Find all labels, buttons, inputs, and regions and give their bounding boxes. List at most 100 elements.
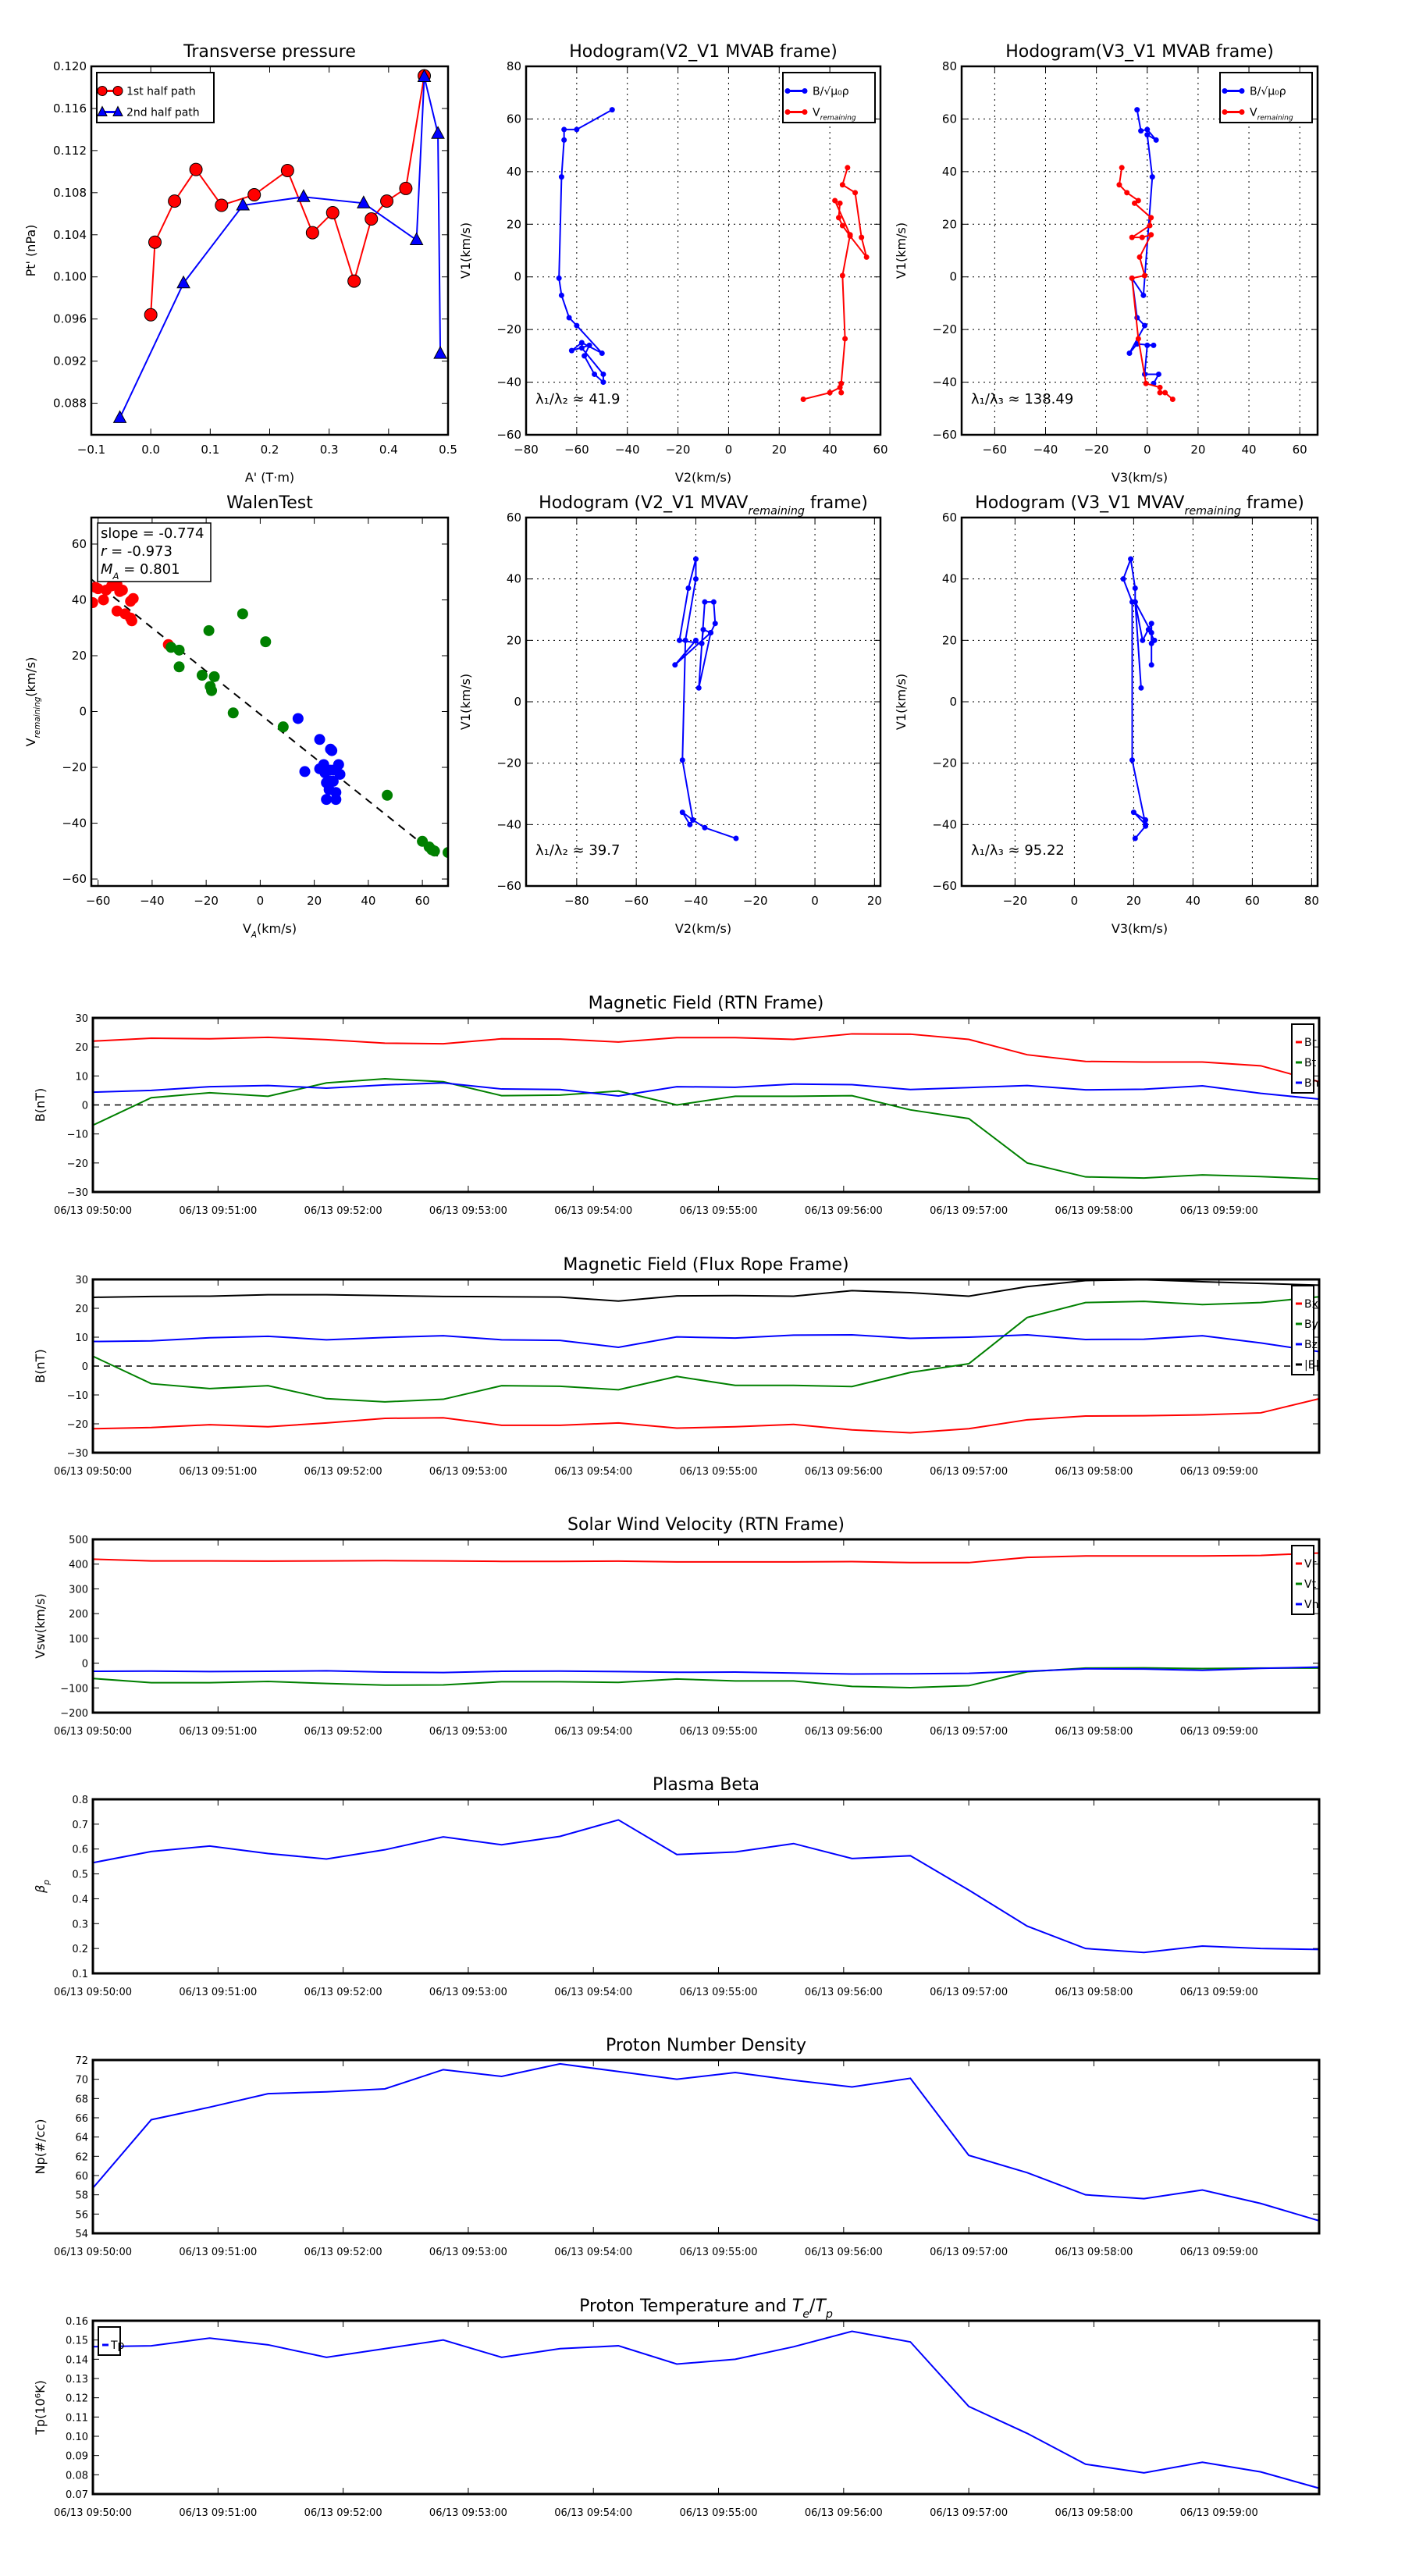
legend: Tp xyxy=(98,2326,125,2356)
data-point xyxy=(1169,396,1176,402)
data-point xyxy=(334,768,346,780)
series-line xyxy=(93,1296,1319,1403)
data-point xyxy=(1130,809,1136,816)
plot-area xyxy=(91,578,448,860)
x-tick-label: 06/13 09:55:00 xyxy=(680,1987,758,1998)
stats-line-part: M xyxy=(101,561,113,578)
x-tick-label: 06/13 09:58:00 xyxy=(1055,1205,1133,1217)
y-tick-label: 0.3 xyxy=(72,1919,88,1930)
y-tick-label: 0.120 xyxy=(53,59,87,73)
axes-frame xyxy=(91,2058,1321,2235)
data-point xyxy=(431,126,445,139)
data-point xyxy=(1128,556,1134,562)
series-line xyxy=(93,1078,1319,1180)
chart-plasma-beta: Plasma Beta 06/13 09:50:00 06/13 09:51:00 0… xyxy=(33,1775,1321,1998)
y-tick-label: 300 xyxy=(69,1584,88,1596)
y-tick-label: −60 xyxy=(932,428,957,442)
x-axis-label: V2(km/s) xyxy=(675,470,731,485)
legend-label-part: remaining xyxy=(820,115,856,123)
data-point xyxy=(837,384,843,390)
data-point xyxy=(1144,342,1151,348)
chart-proton-density: Proton Number Density 06/13 09:50:00 06/13… xyxy=(33,2036,1321,2258)
plot-area xyxy=(93,2330,1319,2489)
stats-line: MA = 0.801 xyxy=(101,561,180,582)
data-point xyxy=(1148,232,1154,238)
y-tick-label: 0.5 xyxy=(72,1870,88,1881)
x-tick-label: −60 xyxy=(86,894,111,908)
x-tick-label: 20 xyxy=(1126,894,1141,908)
y-axis-label: V1(km/s) xyxy=(894,222,909,279)
x-tick-label: 06/13 09:51:00 xyxy=(179,2507,257,2519)
chart-title-part: frame) xyxy=(1241,493,1304,513)
chart-title: Proton Number Density xyxy=(606,2036,806,2055)
data-point xyxy=(1138,685,1144,691)
data-point xyxy=(700,627,706,633)
chart-title: WalenTest xyxy=(226,493,313,513)
legend-label: Vr xyxy=(1304,1558,1317,1571)
data-point xyxy=(827,390,833,396)
data-point xyxy=(838,390,845,396)
series-line xyxy=(1122,556,1156,839)
legend: Br Bt Bn xyxy=(1291,1023,1318,1094)
eigenvalue-ratio-annotation: λ₁/λ₂ ≈ 41.9 xyxy=(535,391,620,407)
x-tick-label: −20 xyxy=(1003,894,1028,908)
x-tick-label: 06/13 09:58:00 xyxy=(1055,1466,1133,1478)
y-tick-label: 0 xyxy=(82,1101,88,1112)
data-point xyxy=(1145,627,1151,633)
x-tick-label: 0.2 xyxy=(261,443,279,457)
x-tick-label: 40 xyxy=(823,443,838,457)
axes-frame xyxy=(91,1798,1321,1975)
data-point xyxy=(1132,835,1138,841)
x-tick-label: 06/13 09:59:00 xyxy=(1180,1205,1258,1217)
x-tick-label: 60 xyxy=(1245,894,1260,908)
y-tick-label: −60 xyxy=(62,872,87,886)
chart-hodo-v3v1-mvav: Hodogram (V3_V1 MVAVremaining frame) −20 0… xyxy=(894,493,1319,936)
x-tick-label: −40 xyxy=(615,443,640,457)
data-point xyxy=(144,308,158,322)
plot-area xyxy=(556,107,870,402)
axes-frame xyxy=(960,516,1319,888)
data-point xyxy=(672,662,678,668)
legend-label: Bx' xyxy=(1304,1298,1321,1311)
y-tick-label: 40 xyxy=(942,165,957,179)
y-tick-label: −10 xyxy=(67,1390,88,1402)
data-point xyxy=(325,205,340,219)
x-tick-label: 06/13 09:55:00 xyxy=(680,2507,758,2519)
y-tick-label: −20 xyxy=(496,756,521,770)
x-tick-label: −60 xyxy=(624,894,649,908)
data-point xyxy=(561,137,567,143)
y-axis-label: V1(km/s) xyxy=(458,222,473,279)
data-point xyxy=(1126,350,1133,356)
data-point xyxy=(1148,215,1154,221)
x-axis-label: VA(km/s) xyxy=(243,921,297,940)
y-tick-label: 60 xyxy=(72,537,87,551)
data-point xyxy=(1147,222,1153,229)
data-point xyxy=(1143,380,1149,386)
data-point xyxy=(196,670,208,681)
data-point xyxy=(839,222,845,229)
chart-title: Magnetic Field (Flux Rope Frame) xyxy=(563,1255,848,1275)
legend-label: Bt xyxy=(1304,1057,1317,1069)
data-point xyxy=(330,794,342,806)
data-point xyxy=(380,194,394,208)
chart-title-part: p xyxy=(825,2308,833,2321)
data-point xyxy=(599,350,605,356)
legend-label: Bn xyxy=(1304,1077,1318,1090)
series-line xyxy=(93,1397,1319,1434)
x-tick-label: 06/13 09:53:00 xyxy=(429,1466,507,1478)
legend-label: |B| xyxy=(1304,1359,1319,1372)
x-tick-label: 06/13 09:58:00 xyxy=(1055,2247,1133,2258)
legend-label: B/√μ₀ρ xyxy=(813,86,849,98)
data-point xyxy=(1157,384,1163,390)
y-axis-label: B(nT) xyxy=(33,1088,48,1122)
x-tick-label: 40 xyxy=(361,894,375,908)
data-point xyxy=(98,594,109,606)
y-tick-label: 72 xyxy=(75,2055,88,2067)
x-tick-label: −20 xyxy=(194,894,219,908)
data-point xyxy=(1162,390,1168,396)
x-tick-label: −80 xyxy=(564,894,589,908)
data-point xyxy=(600,379,606,386)
series-line xyxy=(1129,109,1161,384)
y-tick-label: −40 xyxy=(932,817,957,831)
data-point xyxy=(112,410,127,423)
